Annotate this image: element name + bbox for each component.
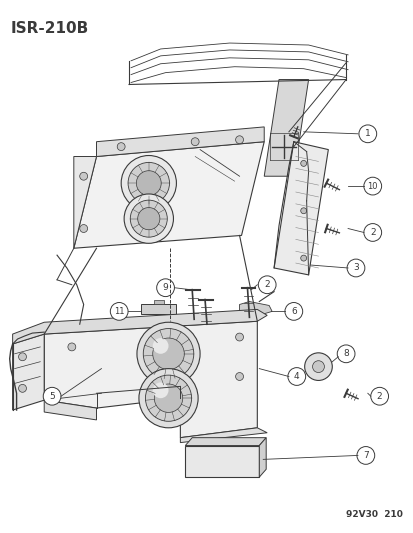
Circle shape bbox=[80, 172, 88, 180]
Text: 3: 3 bbox=[352, 263, 358, 272]
Circle shape bbox=[356, 447, 374, 464]
Text: 2: 2 bbox=[376, 392, 382, 401]
FancyBboxPatch shape bbox=[185, 446, 259, 477]
Polygon shape bbox=[74, 157, 96, 248]
Polygon shape bbox=[259, 438, 266, 477]
Text: 2: 2 bbox=[369, 228, 375, 237]
Circle shape bbox=[300, 208, 306, 214]
Circle shape bbox=[304, 353, 332, 381]
Circle shape bbox=[19, 353, 26, 361]
Polygon shape bbox=[44, 400, 96, 420]
Circle shape bbox=[117, 143, 125, 151]
Polygon shape bbox=[74, 142, 263, 248]
Circle shape bbox=[136, 171, 161, 196]
Circle shape bbox=[154, 384, 182, 413]
Circle shape bbox=[235, 373, 243, 381]
Circle shape bbox=[235, 333, 243, 341]
Circle shape bbox=[138, 207, 159, 230]
Circle shape bbox=[128, 163, 169, 204]
Circle shape bbox=[312, 361, 324, 373]
Circle shape bbox=[124, 194, 173, 244]
Text: 6: 6 bbox=[290, 307, 296, 316]
Circle shape bbox=[346, 259, 364, 277]
Polygon shape bbox=[13, 334, 44, 410]
Circle shape bbox=[80, 224, 88, 232]
Polygon shape bbox=[13, 310, 266, 344]
Circle shape bbox=[121, 156, 176, 211]
Text: ISR-210B: ISR-210B bbox=[11, 21, 89, 36]
Polygon shape bbox=[96, 127, 263, 157]
Circle shape bbox=[145, 375, 191, 421]
Circle shape bbox=[258, 276, 275, 294]
Circle shape bbox=[287, 368, 305, 385]
Text: 9: 9 bbox=[162, 283, 168, 292]
Polygon shape bbox=[185, 438, 266, 446]
Polygon shape bbox=[44, 321, 257, 438]
Circle shape bbox=[110, 303, 128, 320]
Circle shape bbox=[235, 136, 243, 144]
Polygon shape bbox=[153, 300, 163, 304]
Circle shape bbox=[68, 343, 76, 351]
Text: 10: 10 bbox=[367, 182, 377, 191]
Circle shape bbox=[43, 387, 61, 405]
Circle shape bbox=[300, 255, 306, 261]
Polygon shape bbox=[263, 79, 308, 176]
Circle shape bbox=[358, 125, 376, 143]
Circle shape bbox=[370, 387, 387, 405]
Circle shape bbox=[152, 338, 168, 354]
Circle shape bbox=[152, 338, 184, 369]
Circle shape bbox=[137, 322, 199, 385]
Polygon shape bbox=[140, 304, 176, 314]
Circle shape bbox=[152, 382, 168, 398]
Text: 8: 8 bbox=[342, 349, 348, 358]
Circle shape bbox=[156, 279, 174, 296]
Text: 7: 7 bbox=[362, 451, 368, 460]
Circle shape bbox=[139, 369, 198, 428]
Text: 1: 1 bbox=[364, 130, 370, 138]
Circle shape bbox=[363, 177, 381, 195]
Circle shape bbox=[191, 138, 199, 146]
Polygon shape bbox=[180, 428, 266, 442]
Circle shape bbox=[130, 200, 167, 237]
Circle shape bbox=[19, 384, 26, 392]
Circle shape bbox=[300, 160, 306, 166]
Text: 2: 2 bbox=[264, 280, 269, 289]
Circle shape bbox=[337, 345, 354, 362]
Polygon shape bbox=[273, 142, 328, 275]
Polygon shape bbox=[239, 302, 271, 314]
Text: 11: 11 bbox=[114, 307, 124, 316]
Circle shape bbox=[363, 223, 381, 241]
Circle shape bbox=[143, 328, 193, 379]
Circle shape bbox=[284, 303, 302, 320]
Text: 4: 4 bbox=[293, 372, 299, 381]
Text: 5: 5 bbox=[49, 392, 55, 401]
Text: 92V30  210: 92V30 210 bbox=[346, 510, 402, 519]
